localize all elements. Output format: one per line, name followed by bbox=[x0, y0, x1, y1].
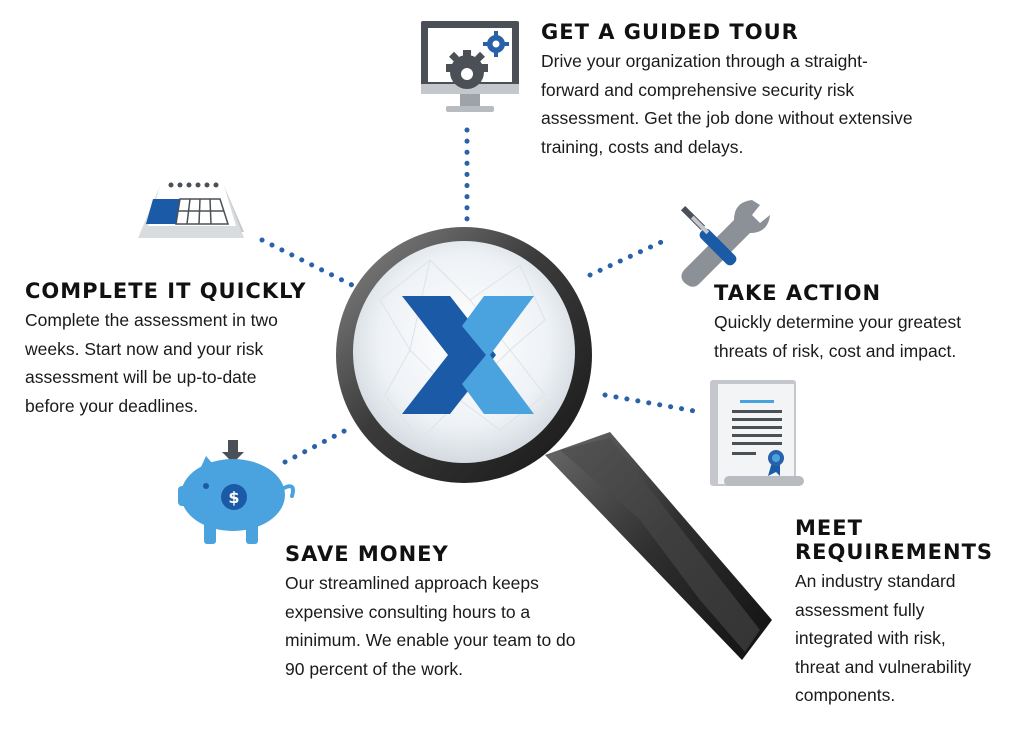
section-save-money: SAVE MONEY Our streamlined approach keep… bbox=[285, 542, 645, 683]
certificate-icon bbox=[710, 380, 804, 486]
logo-x-right-stroke bbox=[462, 296, 534, 414]
monitor-gear-icon bbox=[421, 21, 519, 112]
section-title: TAKE ACTION bbox=[714, 281, 882, 305]
small-gear-icon bbox=[483, 31, 509, 57]
section-description: Complete the assessment in two weeks. St… bbox=[25, 310, 278, 416]
section-description: Our streamlined approach keeps expensive… bbox=[285, 573, 576, 679]
svg-text:$: $ bbox=[228, 488, 239, 507]
connector-dots bbox=[259, 127, 703, 465]
wrench-screwdriver-icon bbox=[680, 200, 770, 287]
piggy-bank-icon: $ bbox=[178, 440, 295, 544]
section-description: An industry standard assessment fully in… bbox=[795, 571, 972, 705]
section-meet-requirements: MEET REQUIREMENTS An industry standard a… bbox=[795, 516, 1017, 710]
section-title: MEET REQUIREMENTS bbox=[795, 516, 994, 564]
section-title: GET A GUIDED TOUR bbox=[541, 20, 799, 44]
magnifying-glass-icon bbox=[336, 227, 772, 660]
calendar-icon bbox=[138, 182, 244, 238]
section-description: Drive your organization through a straig… bbox=[541, 51, 913, 157]
section-complete-quickly: COMPLETE IT QUICKLY Complete the assessm… bbox=[25, 279, 325, 420]
connector-requirements bbox=[602, 392, 703, 415]
magnifier-handle-facet bbox=[560, 438, 760, 652]
section-title: SAVE MONEY bbox=[285, 542, 449, 566]
logo-x bbox=[402, 296, 534, 414]
section-guided-tour: GET A GUIDED TOUR Drive your organizatio… bbox=[541, 20, 1001, 161]
section-take-action: TAKE ACTION Quickly determine your great… bbox=[714, 281, 1014, 365]
section-title: COMPLETE IT QUICKLY bbox=[25, 279, 307, 303]
seal-icon bbox=[768, 450, 784, 476]
section-description: Quickly determine your greatest threats … bbox=[714, 312, 962, 361]
connector-money bbox=[282, 425, 353, 465]
connector-action bbox=[587, 235, 673, 278]
